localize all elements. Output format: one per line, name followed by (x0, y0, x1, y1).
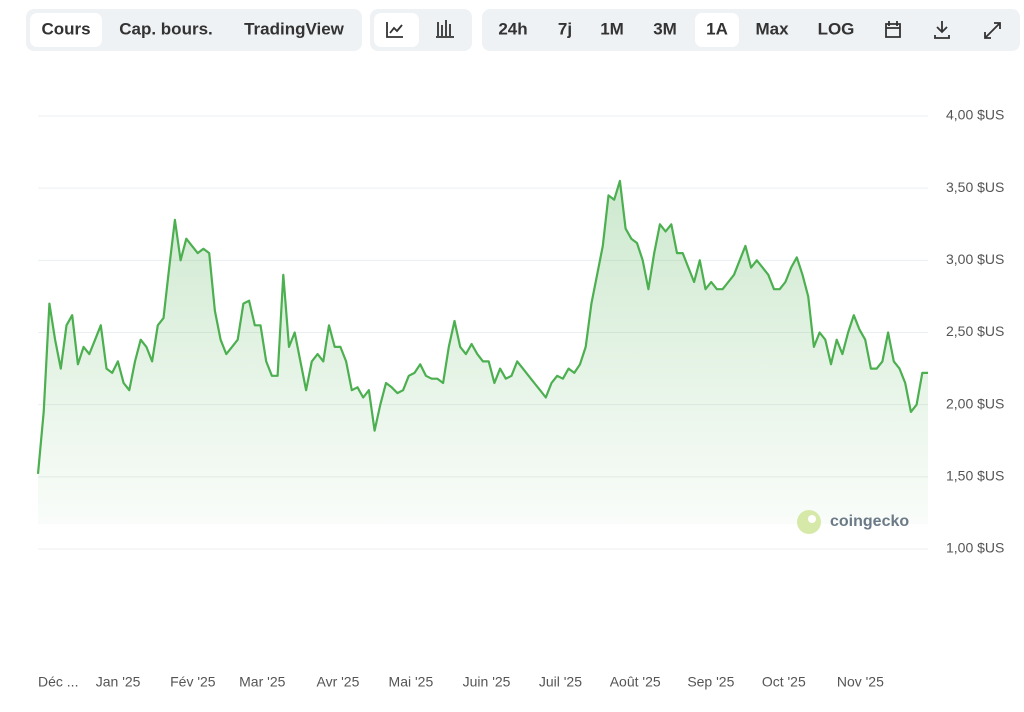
x-tick-label: Fév '25 (170, 674, 216, 690)
x-tick-label: Août '25 (610, 674, 661, 690)
x-tick-label: Mar '25 (239, 674, 285, 690)
y-tick-label: 3,00 $US (946, 251, 1004, 267)
y-tick-label: 1,00 $US (946, 540, 1004, 556)
x-tick-label: Déc ... (38, 674, 78, 690)
y-tick-label: 3,50 $US (946, 179, 1004, 195)
range-button[interactable]: 1M (600, 19, 624, 38)
plot (36, 179, 928, 524)
x-tick-label: Oct '25 (762, 674, 806, 690)
x-tick-label: Sep '25 (687, 674, 734, 690)
line-icon[interactable] (386, 22, 403, 38)
toolbar: Cours Cap. bours. TradingView 24h 7j 1M 3M 1A Ma… (26, 9, 1020, 51)
range-button[interactable]: 24h (498, 19, 527, 38)
view-button[interactable]: Cours (41, 19, 90, 38)
view-button[interactable]: TradingView (244, 19, 345, 38)
watermark: coingecko (797, 510, 909, 534)
range-group (482, 9, 1020, 51)
active-range (695, 13, 739, 47)
view-button[interactable]: Cap. bours. (119, 19, 213, 38)
expand-icon[interactable] (984, 22, 1001, 39)
range-button[interactable]: Max (755, 19, 789, 38)
y-tick-label: 2,00 $US (946, 395, 1004, 411)
download-icon[interactable] (934, 21, 950, 39)
range-button[interactable]: 3M (653, 19, 677, 38)
x-tick-label: Nov '25 (837, 674, 884, 690)
view-group (26, 9, 362, 51)
x-tick-label: Juil '25 (539, 674, 582, 690)
area (38, 180, 928, 524)
x-tick-label: Avr '25 (316, 674, 359, 690)
x-tick-label: Mai '25 (389, 674, 434, 690)
price-line (36, 179, 928, 475)
calendar-icon[interactable] (885, 21, 901, 38)
watermark-logo (797, 510, 821, 534)
range-button[interactable]: LOG (818, 19, 855, 38)
range-button[interactable]: 1A (706, 19, 728, 38)
watermark-eye (808, 515, 816, 523)
y-tick-label: 1,50 $US (946, 468, 1004, 484)
y-tick-label: 2,50 $US (946, 323, 1004, 339)
range-button[interactable]: 7j (558, 19, 572, 38)
x-tick-label: Jan '25 (96, 674, 141, 690)
candle-icon[interactable] (436, 20, 454, 38)
y-tick-label: 4,00 $US (946, 107, 1004, 123)
x-tick-label: Juin '25 (463, 674, 511, 690)
watermark-text: coingecko (830, 513, 909, 530)
active-view (30, 13, 102, 47)
